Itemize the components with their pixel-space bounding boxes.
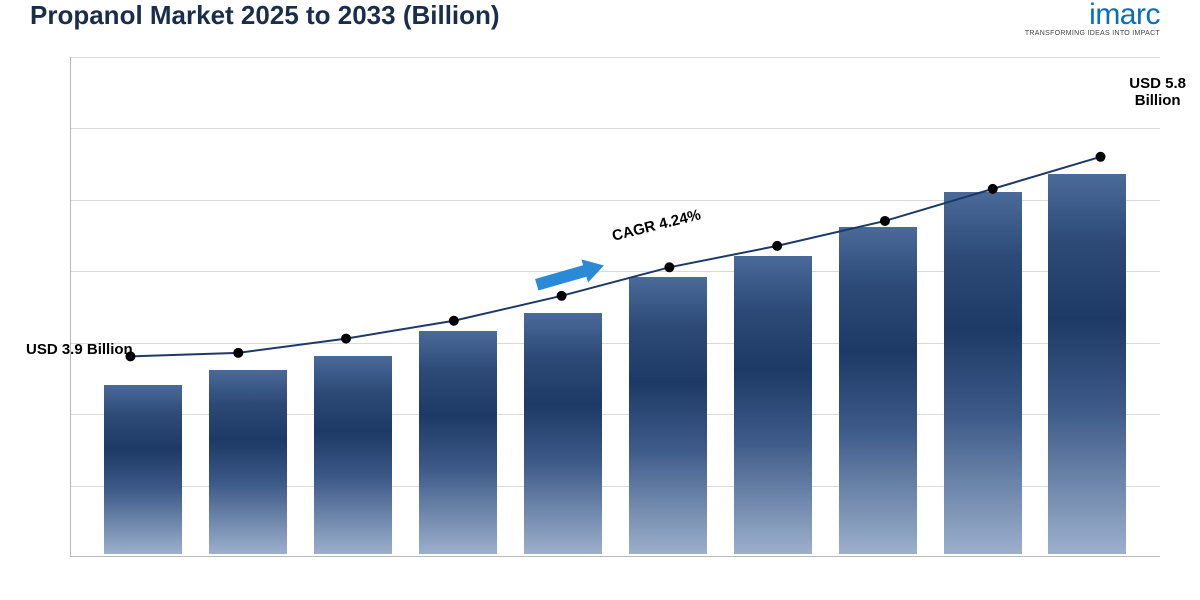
- chart-area: USD 3.9 Billion USD 5.8 Billion CAGR 4.2…: [70, 57, 1160, 557]
- bar: [314, 356, 392, 556]
- bar: [1048, 174, 1126, 556]
- bar: [209, 370, 287, 556]
- bar: [944, 192, 1022, 556]
- bars-container: [71, 57, 1160, 556]
- bar: [104, 385, 182, 556]
- brand-logo: imarc TRANSFORMING IDEAS INTO IMPACT: [1025, 0, 1160, 37]
- bar: [839, 227, 917, 556]
- bar: [524, 313, 602, 556]
- logo-text: imarc: [1025, 0, 1160, 30]
- bar: [419, 331, 497, 556]
- page-title: Propanol Market 2025 to 2033 (Billion): [30, 0, 500, 31]
- bar: [734, 256, 812, 556]
- bar: [629, 277, 707, 556]
- logo-tagline: TRANSFORMING IDEAS INTO IMPACT: [1025, 30, 1160, 37]
